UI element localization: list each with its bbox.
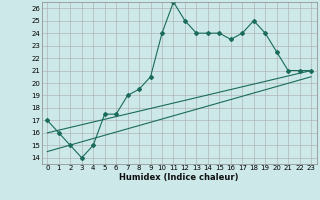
X-axis label: Humidex (Indice chaleur): Humidex (Indice chaleur) [119,173,239,182]
